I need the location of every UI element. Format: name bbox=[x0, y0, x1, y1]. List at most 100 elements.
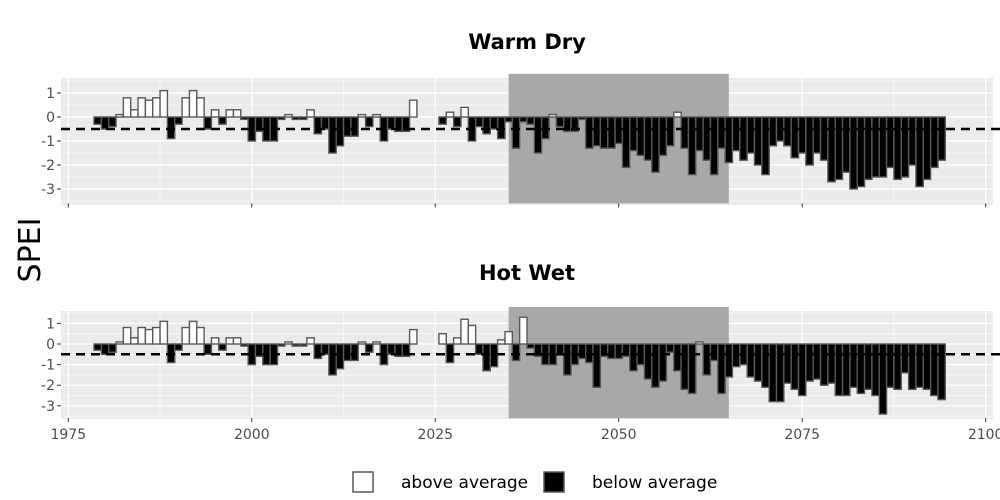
spei-bar-1987 bbox=[152, 97, 161, 118]
panel-title-warm-dry: Warm Dry bbox=[468, 30, 586, 54]
spei-bar-2081 bbox=[841, 116, 851, 173]
spei-bar-2073 bbox=[783, 343, 792, 384]
spei-bar-1996 bbox=[218, 116, 227, 125]
spei-bar-1990 bbox=[174, 343, 183, 351]
y-tick-label: -1 bbox=[41, 358, 55, 374]
spei-bar-2078 bbox=[819, 343, 829, 386]
spei-bar-2037 bbox=[518, 316, 528, 345]
spei-bar-1985 bbox=[137, 326, 147, 345]
spei-bar-2047 bbox=[592, 343, 602, 388]
legend-label-above: above average bbox=[401, 473, 528, 493]
spei-bar-2088 bbox=[893, 343, 902, 391]
spei-bar-2029 bbox=[460, 106, 469, 118]
spei-bar-2056 bbox=[658, 343, 668, 382]
spei-bar-1982 bbox=[115, 341, 125, 345]
spei-bar-2054 bbox=[643, 116, 653, 161]
spei-bar-2041 bbox=[548, 113, 558, 118]
spei-bar-2072 bbox=[775, 343, 785, 403]
spei-bar-2012 bbox=[335, 116, 345, 147]
spei-bar-2070 bbox=[761, 343, 770, 388]
spei-bar-1993 bbox=[196, 326, 205, 345]
spei-bar-2029 bbox=[460, 318, 469, 345]
spei-bar-2069 bbox=[753, 343, 763, 382]
spei-bar-2042 bbox=[555, 116, 565, 128]
spei-bar-2094 bbox=[937, 116, 946, 161]
spei-bar-2038 bbox=[526, 343, 536, 349]
spei-bar-2079 bbox=[827, 343, 836, 384]
spei-bar-2028 bbox=[452, 337, 462, 345]
spei-bar-2032 bbox=[482, 343, 492, 372]
spei-bar-2085 bbox=[871, 116, 880, 178]
legend-swatch-below bbox=[543, 471, 565, 493]
spei-bar-2065 bbox=[724, 343, 734, 378]
spei-bar-1988 bbox=[159, 89, 169, 118]
spei-bar-2021 bbox=[401, 343, 411, 358]
spei-bar-2066 bbox=[731, 116, 741, 152]
spei-bar-2080 bbox=[834, 116, 844, 181]
spei-bar-2052 bbox=[629, 116, 638, 152]
spei-bar-1991 bbox=[181, 326, 191, 345]
spei-bar-2079 bbox=[827, 116, 836, 183]
spei-bar-2031 bbox=[474, 343, 484, 356]
spei-bar-2022 bbox=[408, 328, 418, 345]
spei-bar-1980 bbox=[100, 116, 110, 130]
spei-bar-2084 bbox=[863, 116, 873, 181]
spei-bar-2014 bbox=[350, 116, 359, 137]
y-tick-label: 0 bbox=[46, 110, 55, 126]
spei-bar-2090 bbox=[907, 343, 917, 391]
spei-bar-2070 bbox=[761, 116, 770, 176]
spei-bar-2017 bbox=[372, 341, 381, 345]
spei-bar-2091 bbox=[915, 116, 924, 188]
spei-bar-1995 bbox=[210, 109, 220, 118]
spei-bar-1983 bbox=[122, 326, 132, 345]
spei-bar-1991 bbox=[181, 97, 191, 118]
y-tick-label: -2 bbox=[41, 158, 55, 174]
spei-bar-2049 bbox=[607, 343, 616, 360]
spei-bar-2039 bbox=[533, 343, 543, 358]
x-tick-label: 2100 bbox=[968, 427, 1000, 443]
spei-bar-2047 bbox=[592, 116, 602, 147]
spei-bar-2057 bbox=[665, 116, 675, 147]
spei-bar-1988 bbox=[159, 320, 169, 345]
spei-bar-2062 bbox=[702, 343, 712, 376]
spei-bar-1992 bbox=[188, 89, 198, 118]
panel-warm-dry: Warm Dry 1 0 -1 -2 -3 bbox=[41, 30, 1000, 208]
spei-bar-1981 bbox=[108, 116, 117, 128]
spei-bar-2031 bbox=[474, 116, 484, 128]
spei-bar-2042 bbox=[555, 343, 565, 356]
spei-bar-2063 bbox=[709, 116, 719, 176]
y-tick-label: 1 bbox=[46, 86, 55, 102]
spei-bar-2010 bbox=[320, 116, 330, 130]
spei-bar-1986 bbox=[144, 328, 154, 345]
spei-bar-1979 bbox=[93, 116, 103, 125]
spei-bar-2030 bbox=[467, 324, 477, 345]
spei-bar-2044 bbox=[570, 116, 580, 133]
spei-bar-2005 bbox=[284, 341, 293, 345]
spei-bar-2005 bbox=[284, 113, 293, 118]
panel-title-hot-wet: Hot Wet bbox=[479, 261, 575, 285]
spei-bar-1998 bbox=[232, 109, 242, 118]
spei-bar-2077 bbox=[812, 343, 822, 380]
spei-bar-2092 bbox=[922, 343, 932, 391]
spei-bar-1994 bbox=[203, 116, 213, 130]
spei-bar-2065 bbox=[724, 116, 734, 164]
spei-bar-2086 bbox=[878, 343, 888, 415]
spei-bar-2013 bbox=[342, 116, 352, 137]
spei-bar-2016 bbox=[364, 116, 374, 128]
y-axis-label: SPEI bbox=[13, 218, 48, 283]
spei-bar-2036 bbox=[511, 343, 521, 362]
spei-bar-2019 bbox=[386, 343, 396, 356]
spei-bar-2093 bbox=[929, 343, 939, 397]
spei-bar-2004 bbox=[276, 116, 286, 121]
spei-bar-2006 bbox=[291, 116, 301, 121]
spei-bar-2078 bbox=[819, 116, 829, 161]
spei-bar-2089 bbox=[900, 343, 910, 374]
spei-bar-2086 bbox=[878, 116, 888, 178]
spei-bar-2090 bbox=[907, 116, 917, 166]
spei-bar-2046 bbox=[585, 116, 594, 149]
x-axis-ticks: 1975 2000 2025 2050 2075 2100 bbox=[51, 418, 1000, 443]
spei-bar-2004 bbox=[276, 343, 286, 347]
y-tick-label: 0 bbox=[46, 337, 55, 353]
spei-bar-2076 bbox=[805, 343, 814, 382]
